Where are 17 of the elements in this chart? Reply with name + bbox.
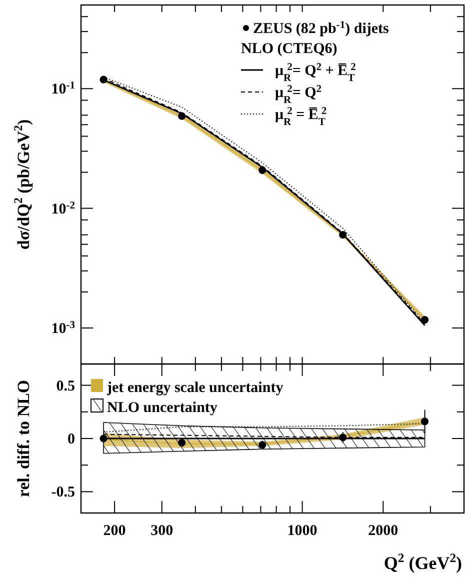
y-tick-label: -0.5 (51, 484, 75, 501)
y-axis-title: rel. diff. to NLO (14, 380, 33, 498)
legend-label: ZEUS (82 pb$^{-1}$) dijets (253, 20, 390, 37)
x-tick-label: 200 (103, 523, 126, 539)
x-tick-label: 300 (150, 523, 174, 539)
y-tick-label: 0.5 (56, 378, 75, 394)
x-tick-label: 1000 (287, 523, 318, 539)
x-axis-title: Q$^{2}$ (GeV$^{2}$) (384, 551, 462, 573)
y-tick-label: 10$^{-1}$ (51, 80, 75, 98)
series-label: NLO uncertainty (107, 400, 218, 416)
annotation: NLO (CTEQ6) (241, 41, 338, 57)
y-tick-label: 10$^{-3}$ (51, 319, 75, 337)
x-tick-label: 2000 (368, 523, 398, 539)
y-tick-label: 10$^{-2}$ (51, 200, 75, 218)
legend-label: μ$_{R}$$^{2}$= Q$^{2}$ (275, 84, 322, 106)
y-tick-label: 0 (68, 432, 75, 448)
legend-label: jet energy scale uncertainty (106, 380, 284, 396)
